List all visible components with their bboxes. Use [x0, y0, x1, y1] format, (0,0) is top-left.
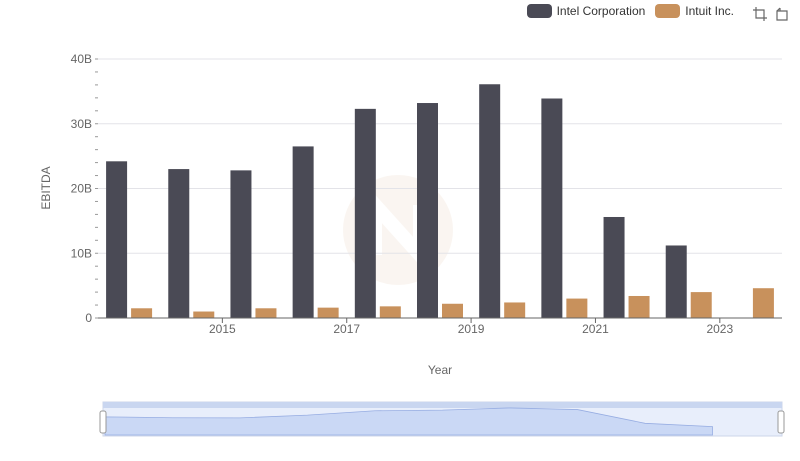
x-tick-label: 2023 [706, 322, 733, 336]
x-axis-label: Year [428, 363, 452, 377]
bar-intel [603, 216, 625, 318]
legend-item-intuit[interactable]: Intuit Inc. [655, 4, 734, 18]
y-tick-label: 0 [85, 311, 92, 325]
x-tick-label: 2021 [582, 322, 609, 336]
y-tick-label: 10B [71, 246, 92, 260]
bar-intuit [566, 298, 588, 318]
restore-icon[interactable] [774, 6, 790, 22]
legend-label-intel: Intel Corporation [556, 4, 646, 18]
bar-intuit [379, 306, 401, 318]
legend-swatch-intuit [655, 4, 681, 18]
bar-intel [417, 103, 438, 318]
bar-intuit [504, 302, 526, 318]
y-tick-label: 20B [71, 182, 92, 196]
bar-intel [479, 84, 501, 318]
bar-intuit [752, 288, 774, 318]
bar-intel [665, 245, 687, 318]
bar-intel [230, 170, 252, 318]
bar-intel [292, 146, 314, 318]
bar-intel [168, 169, 190, 318]
bar-intel [354, 108, 376, 318]
bar-intuit [442, 303, 463, 318]
toolbox [752, 6, 790, 22]
zoom-slider-preview [104, 407, 713, 436]
zoom-slider-selection[interactable] [103, 402, 782, 408]
bar-intel [106, 161, 128, 318]
bar-intuit [317, 307, 339, 318]
bar-intuit [255, 308, 277, 318]
zoom-handle-left[interactable] [99, 410, 107, 434]
y-tick-label: 40B [71, 52, 92, 66]
bar-intuit [193, 311, 215, 318]
zoom-handle-right[interactable] [777, 410, 785, 434]
legend-item-intel[interactable]: Intel Corporation [526, 4, 646, 18]
legend-swatch-intel [526, 4, 552, 18]
zoom-icon[interactable] [752, 6, 768, 22]
y-axis-label: EBITDA [39, 166, 53, 209]
bar-intuit [690, 292, 712, 318]
x-tick-label: 2017 [333, 322, 360, 336]
bar-intel [541, 98, 563, 318]
bar-intuit [131, 308, 153, 318]
zoom-slider[interactable] [99, 401, 785, 437]
x-tick-label: 2015 [209, 322, 236, 336]
y-tick-label: 30B [71, 117, 92, 131]
x-tick-label: 2019 [458, 322, 485, 336]
legend-label-intuit: Intuit Inc. [685, 4, 734, 18]
bar-intuit [628, 295, 650, 318]
legend: Intel Corporation Intuit Inc. [526, 4, 734, 18]
